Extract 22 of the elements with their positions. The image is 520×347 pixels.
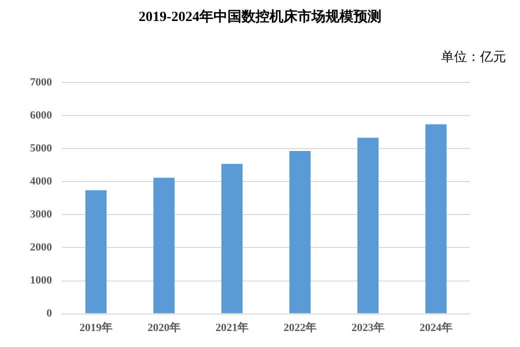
x-tick-label: 2020年 <box>148 321 180 334</box>
text: 单位：亿元 <box>441 48 506 66</box>
x-tick-label: 2024年 <box>420 321 452 334</box>
y-tick-label: 7000 <box>30 76 52 88</box>
x-tick-label: 2021年 <box>216 321 248 334</box>
x-tick-label: 2019年 <box>80 321 112 334</box>
y-tick-label: 0 <box>46 308 52 320</box>
bar <box>425 124 447 314</box>
y-tick-label: 1000 <box>30 274 52 287</box>
y-tick-label: 3000 <box>30 208 52 221</box>
bar <box>85 190 107 314</box>
bar <box>289 150 311 314</box>
bar <box>221 164 243 314</box>
y-tick-label: 6000 <box>30 109 52 122</box>
y-tick-label: 2000 <box>30 242 52 254</box>
y-tick-label: 5000 <box>30 142 52 154</box>
chart-title: 2019-2024年中国数控机床市场规模预测 <box>138 8 382 26</box>
x-tick-label: 2023年 <box>352 321 384 334</box>
bar <box>357 138 379 314</box>
x-tick-label: 2022年 <box>284 321 316 334</box>
y-tick-label: 4000 <box>30 176 52 188</box>
bar <box>153 178 175 314</box>
